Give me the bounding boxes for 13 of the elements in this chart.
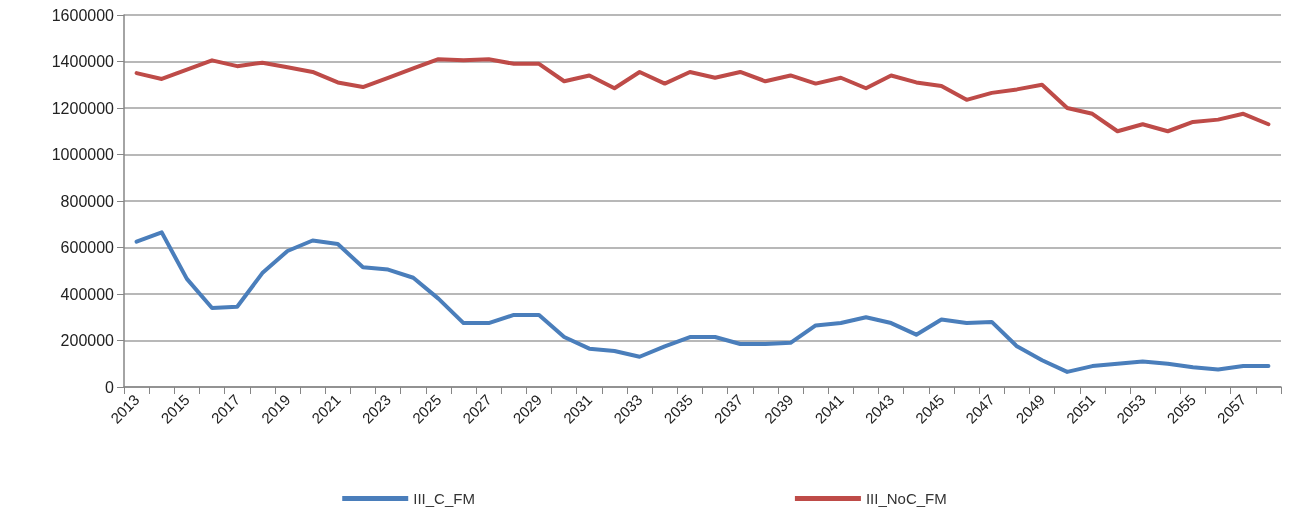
y-tick-label: 1400000 <box>51 53 115 70</box>
y-tick-label: 1200000 <box>51 99 115 117</box>
y-tick-label: 800000 <box>60 192 115 210</box>
y-tick-label: 1000000 <box>51 146 115 163</box>
legend-label: III_NoC_FM <box>865 490 947 507</box>
line-series <box>134 230 1271 374</box>
legend-label: III_C_FM <box>413 490 475 507</box>
y-tick-label: 600000 <box>60 239 115 256</box>
y-tick-label: 400000 <box>60 285 115 303</box>
y-tick-label: 200000 <box>60 332 115 349</box>
line-series <box>134 57 1271 134</box>
y-tick-label: 0 <box>105 378 115 396</box>
y-tick-label: 1600000 <box>51 6 115 24</box>
